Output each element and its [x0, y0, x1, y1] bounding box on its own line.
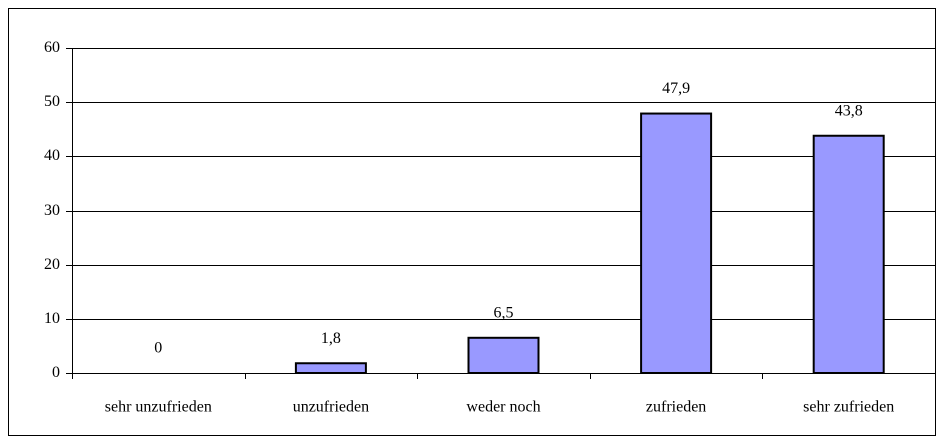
x-tick-label: sehr unzufrieden [105, 399, 212, 416]
value-label: 43,8 [835, 102, 863, 119]
bar [467, 336, 540, 374]
y-tick-label: 60 [44, 39, 60, 56]
y-tick-label: 40 [44, 147, 60, 164]
value-label: 47,9 [662, 80, 690, 97]
value-label: 1,8 [321, 330, 341, 347]
x-tick-label: weder noch [466, 399, 540, 416]
y-tick-label: 10 [44, 310, 60, 327]
bar [640, 112, 713, 375]
y-tick-label: 30 [44, 202, 60, 219]
y-tick-label: 0 [52, 364, 60, 381]
x-tick-label: zufrieden [646, 399, 706, 416]
value-label: 6,5 [494, 304, 514, 321]
bar [294, 362, 367, 374]
bar [812, 134, 885, 374]
x-tick-label: unzufrieden [293, 399, 369, 416]
y-tick-label: 20 [44, 256, 60, 273]
value-label: 0 [154, 340, 162, 357]
y-tick-label: 50 [44, 93, 60, 110]
x-tick-label: sehr zufrieden [803, 399, 894, 416]
